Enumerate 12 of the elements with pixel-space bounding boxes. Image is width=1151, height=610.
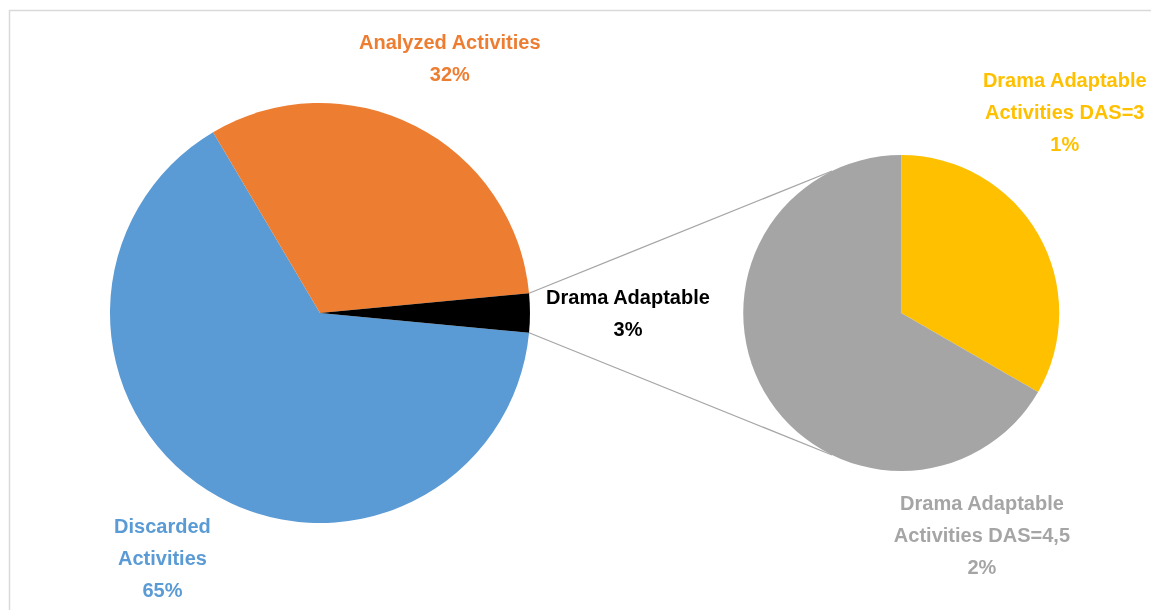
slice-label: Discarded Activities [114,515,211,569]
slice-label: Drama Adaptable Activities DAS=3 [982,69,1147,123]
slice-label: Drama Adaptable [546,286,710,308]
pie-slice [901,155,1060,392]
slice-label: Drama Adaptable Activities DAS=4,5 [893,491,1071,546]
data-label: 1% [1050,133,1080,155]
data-label: 32% [429,63,471,86]
data-label: 2% [967,555,997,578]
pie-slice [213,103,530,313]
data-label: 65% [142,579,183,601]
data-label: 3% [613,318,643,340]
slice-label: Analyzed Activities [359,31,541,54]
